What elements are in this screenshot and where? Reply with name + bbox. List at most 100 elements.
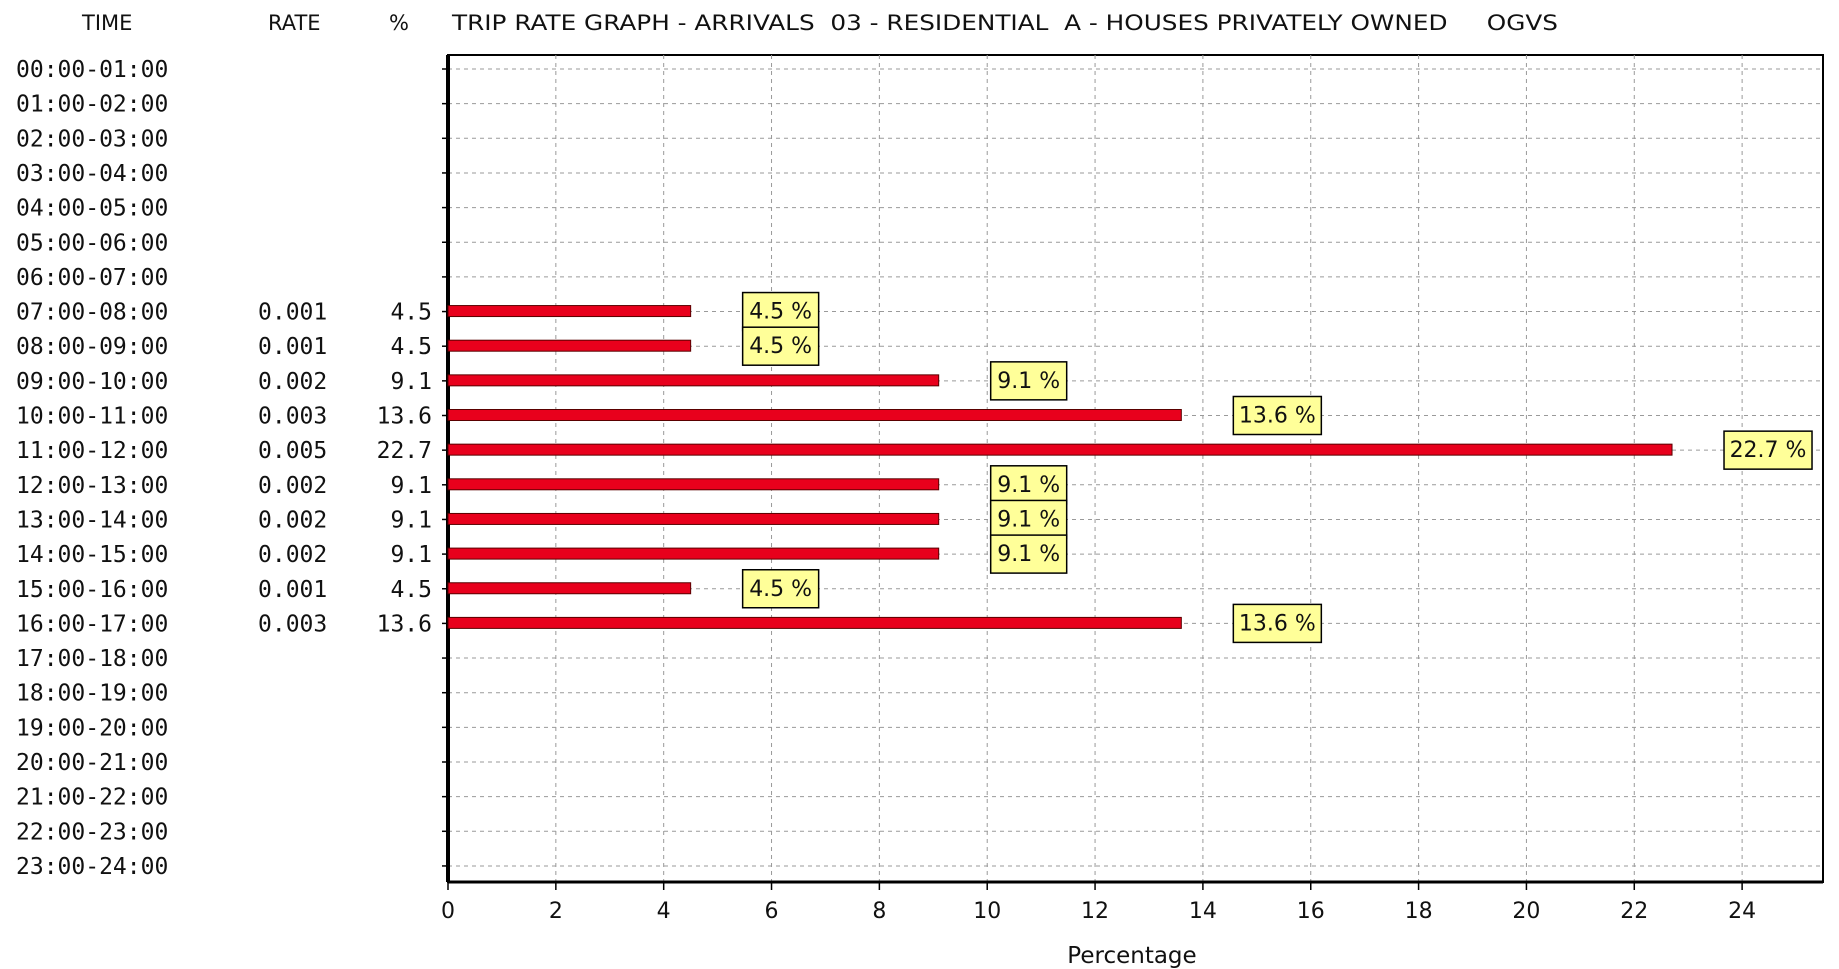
time-label: 22:00-23:00 — [16, 819, 168, 845]
x-tick-label: 22 — [1620, 899, 1648, 924]
percent-value: 4.5 — [390, 334, 432, 360]
data-label-box — [989, 534, 1068, 574]
percent-value: 13.6 — [377, 611, 432, 637]
data-label: 22.7 % — [1730, 438, 1807, 463]
time-label: 05:00-06:00 — [16, 230, 168, 256]
bar — [447, 443, 1673, 456]
time-label: 19:00-20:00 — [16, 715, 168, 741]
x-axis-label: Percentage — [1067, 943, 1196, 969]
time-label: 23:00-24:00 — [16, 854, 168, 880]
time-label: 08:00-09:00 — [16, 334, 168, 360]
time-label: 20:00-21:00 — [16, 750, 168, 776]
bar — [447, 339, 692, 352]
time-label: 11:00-12:00 — [16, 438, 168, 464]
time-label: 02:00-03:00 — [16, 126, 168, 152]
data-label-box — [989, 499, 1068, 540]
x-tick-label: 14 — [1189, 899, 1217, 924]
x-tick-label: 6 — [765, 899, 779, 924]
bar — [447, 616, 1182, 629]
time-label: 16:00-17:00 — [16, 611, 168, 637]
data-label-box — [741, 569, 820, 609]
time-label: 06:00-07:00 — [16, 265, 168, 291]
x-tick-label: 16 — [1297, 899, 1325, 924]
x-tick-label: 2 — [549, 899, 563, 924]
time-label: 13:00-14:00 — [16, 507, 168, 533]
data-label: 9.1 % — [997, 507, 1060, 532]
rate-value: 0.003 — [258, 611, 327, 637]
x-tick-label: 10 — [973, 899, 1001, 924]
time-label: 21:00-22:00 — [16, 785, 168, 811]
rate-column-header: RATE — [268, 11, 321, 35]
axes — [442, 55, 1823, 884]
time-column-header: TIME — [81, 11, 132, 35]
x-tick-label: 4 — [657, 899, 671, 924]
time-label: 12:00-13:00 — [16, 473, 168, 499]
x-ticks: 0 2 4 6 8 10 12 14 16 18 20 22 24 — [441, 882, 1756, 924]
x-tick-label: 24 — [1728, 899, 1756, 924]
data-labels: 4.5 % 4.5 % 9.1 % 13.6 % 22.7 % 9.1 % 9.1 % 9.1… — [741, 291, 1813, 644]
time-label: 15:00-16:00 — [16, 577, 168, 603]
time-label: 03:00-04:00 — [16, 161, 168, 187]
time-label: 04:00-05:00 — [16, 196, 168, 222]
rate-value: 0.002 — [258, 369, 327, 395]
data-label: 4.5 % — [749, 577, 812, 602]
time-label: 00:00-01:00 — [16, 57, 168, 83]
percent-column-header: % — [389, 11, 409, 35]
data-label-box — [989, 465, 1068, 505]
row-labels: 00:00-01:00 01:00-02:00 02:00-03:00 03:00-0… — [16, 57, 432, 880]
data-label: 9.1 % — [997, 473, 1060, 498]
bar — [447, 374, 940, 387]
data-label: 13.6 % — [1239, 611, 1316, 636]
data-label: 9.1 % — [997, 542, 1060, 567]
data-label-box — [741, 326, 820, 366]
percent-value: 9.1 — [390, 542, 432, 568]
x-tick-label: 20 — [1512, 899, 1540, 924]
data-label-box — [1232, 603, 1323, 644]
time-label: 07:00-08:00 — [16, 300, 168, 326]
grid — [447, 54, 1824, 883]
rate-value: 0.002 — [258, 473, 327, 499]
bar — [447, 512, 940, 525]
bar — [447, 547, 940, 560]
time-label: 14:00-15:00 — [16, 542, 168, 568]
x-tick-label: 12 — [1081, 899, 1109, 924]
time-label: 09:00-10:00 — [16, 369, 168, 395]
time-label: 10:00-11:00 — [16, 404, 168, 430]
percent-value: 13.6 — [377, 404, 432, 430]
time-label: 01:00-02:00 — [16, 92, 168, 118]
rate-value: 0.003 — [258, 404, 327, 430]
bar — [447, 582, 692, 595]
time-label: 18:00-19:00 — [16, 681, 168, 707]
rate-value: 0.001 — [258, 577, 327, 603]
rate-value: 0.001 — [258, 334, 327, 360]
data-label: 13.6 % — [1239, 404, 1316, 429]
data-label-box — [1232, 395, 1323, 436]
bar — [447, 305, 692, 318]
percent-value: 9.1 — [390, 507, 432, 533]
chart-title: TRIP RATE GRAPH - ARRIVALS 03 - RESIDENT… — [451, 11, 1558, 35]
bars — [447, 305, 1673, 629]
rate-value: 0.001 — [258, 300, 327, 326]
x-tick-label: 0 — [441, 899, 455, 924]
time-label: 17:00-18:00 — [16, 646, 168, 672]
rate-value: 0.005 — [258, 438, 327, 464]
data-label: 4.5 % — [749, 300, 812, 325]
rate-value: 0.002 — [258, 542, 327, 568]
rate-value: 0.002 — [258, 507, 327, 533]
percent-value: 4.5 — [390, 300, 432, 326]
data-label: 9.1 % — [997, 369, 1060, 394]
data-label: 4.5 % — [749, 334, 812, 359]
plot-area — [447, 54, 1824, 883]
header-row: TIME RATE % TRIP RATE GRAPH - ARRIVALS 0… — [81, 11, 1558, 35]
data-label-box — [989, 361, 1068, 401]
data-label-box — [1723, 430, 1813, 470]
percent-value: 9.1 — [390, 473, 432, 499]
x-tick-label: 8 — [872, 899, 886, 924]
data-label-box — [741, 291, 820, 332]
percent-value: 4.5 — [390, 577, 432, 603]
x-tick-label: 18 — [1405, 899, 1433, 924]
bar — [447, 478, 940, 491]
percent-value: 22.7 — [377, 438, 432, 464]
percent-value: 9.1 — [390, 369, 432, 395]
